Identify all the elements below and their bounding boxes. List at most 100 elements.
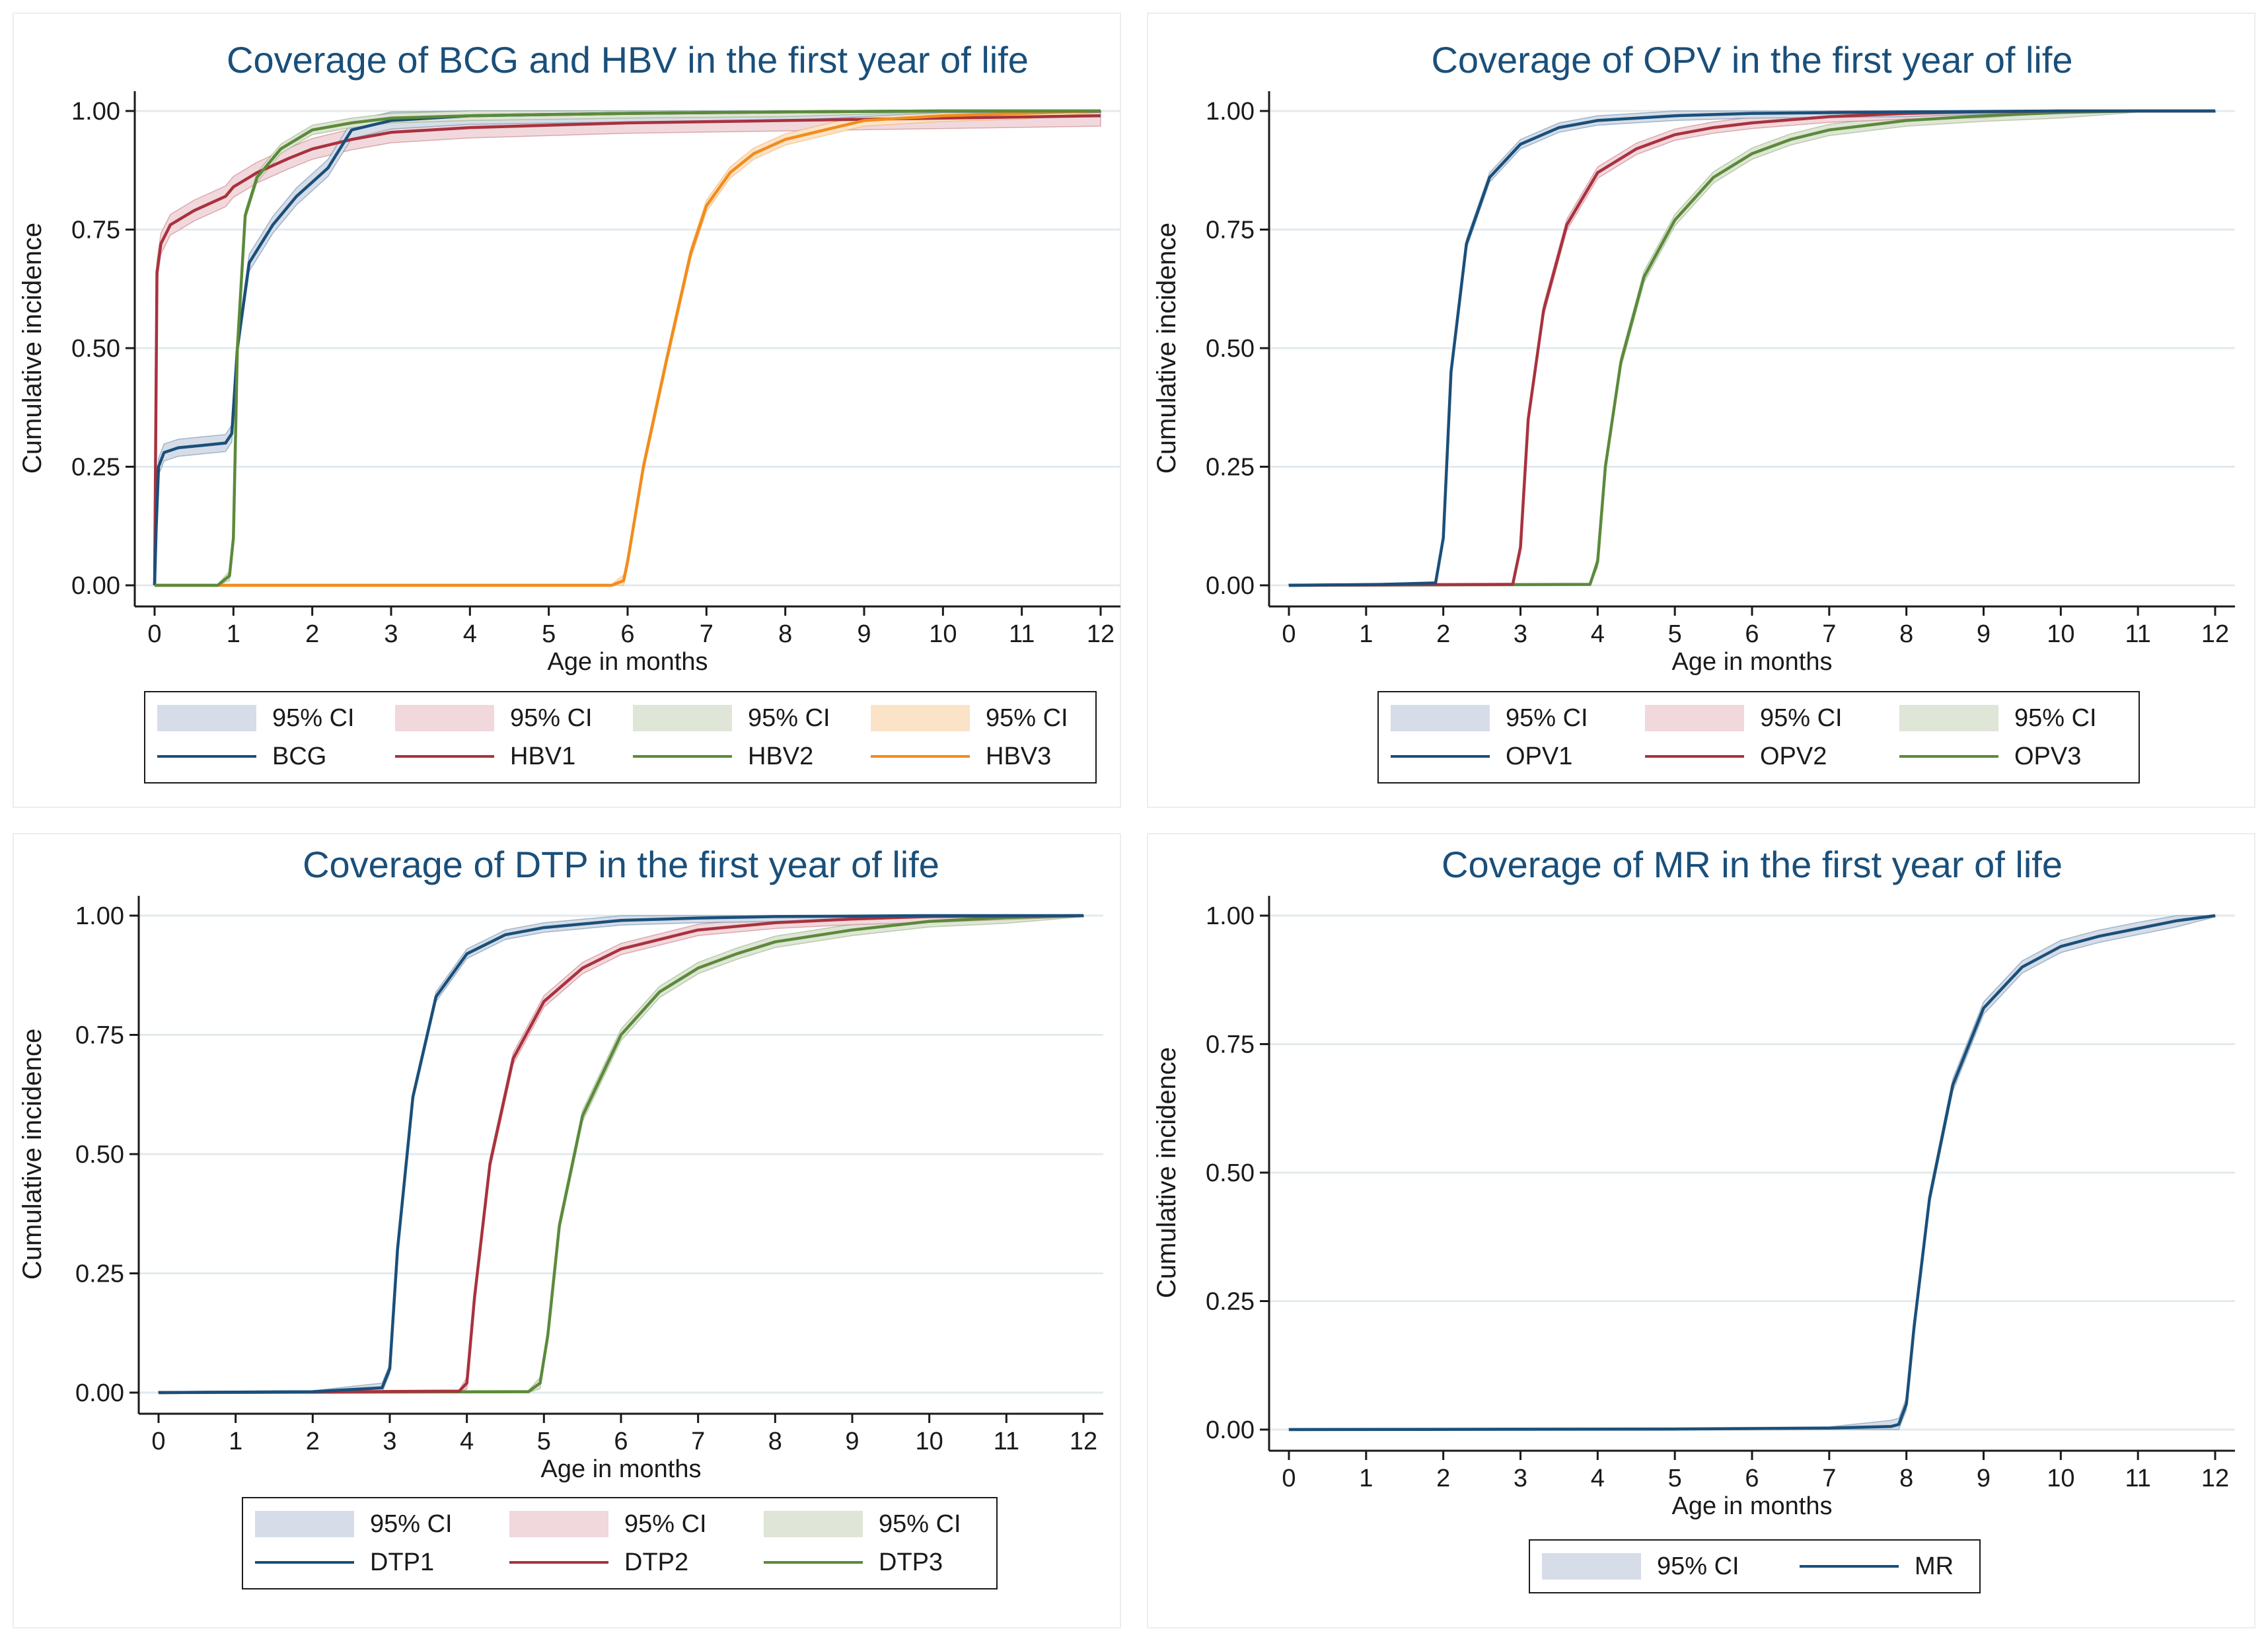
series-line-hbv1 [153,114,1101,586]
x-tick-label: 6 [1745,1465,1759,1492]
legend-item: 95% CI [157,700,355,736]
legend-line-swatch [633,755,732,758]
x-tick-label: 12 [2201,620,2229,648]
x-axis-title: Age in months [1672,648,1833,676]
legend-line-swatch [764,1561,863,1564]
legend-label: 95% CI [986,704,1068,732]
y-tick-label: 0.75 [71,217,120,244]
legend-line-swatch [1391,755,1490,758]
x-tick-label: 11 [1009,620,1035,648]
x-axis-title: Age in months [1672,1492,1833,1520]
x-tick-label: 4 [463,620,477,648]
legend-item: 95% CI [1899,700,2097,736]
legend-label: 95% CI [1657,1552,1739,1580]
legend-label: BCG [272,742,327,770]
x-tick-label: 7 [700,620,713,648]
legend-item: 95% CI [871,700,1068,736]
y-tick-label: 0.50 [1206,335,1255,363]
chart-panel-bcg-hbv: Coverage of BCG and HBV in the first yea… [0,0,1134,821]
x-tick-label: 3 [1514,1465,1527,1492]
y-tick-label: 0.00 [1206,1416,1255,1444]
legend-item: HBV2 [633,739,813,774]
panel-frame [1147,13,2255,808]
x-tick-label: 3 [384,620,398,648]
panel-frame [13,833,1121,1628]
legend-item: 95% CI [1542,1549,1739,1584]
legend-ci-swatch [509,1511,608,1537]
series-line-opv3 [1288,109,2215,587]
x-tick-label: 2 [305,620,319,648]
y-tick-label: 0.50 [1206,1159,1255,1187]
x-tick-label: 4 [1591,1465,1605,1492]
series-line-opv1 [1288,109,2215,587]
legend-item: 95% CI [633,700,830,736]
legend-ci-swatch [157,705,256,731]
x-tick-label: 8 [768,1428,782,1455]
x-tick-label: 6 [614,1428,628,1455]
legend-item: 95% CI [255,1506,453,1542]
legend-item: 95% CI [1645,700,1843,736]
legend-label: 95% CI [879,1510,961,1538]
x-tick-label: 10 [2047,1465,2074,1492]
y-tick-label: 0.75 [75,1022,124,1050]
x-tick-label: 11 [994,1428,1019,1455]
legend-ci-swatch [255,1511,354,1537]
x-tick-label: 11 [2125,620,2150,648]
x-tick-label: 9 [857,620,871,648]
ci-band-hbv1 [154,110,1101,586]
x-tick-label: 5 [1668,1465,1682,1492]
y-tick-label: 0.50 [75,1141,124,1169]
legend-ci-swatch [871,705,970,731]
chart-panel-dtp: Coverage of DTP in the first year of lif… [0,821,1134,1641]
legend-item: 95% CI [509,1506,707,1542]
legend: 95% CI 95% CI 95% CI DTP1 DTP2 DTP3 [242,1497,998,1589]
chart-svg: Coverage of BCG and HBV in the first yea… [13,13,1121,808]
legend-line-swatch [255,1561,354,1564]
y-tick-label: 0.25 [1206,1288,1255,1316]
legend-line-swatch [1645,755,1744,758]
x-tick-label: 2 [306,1428,320,1455]
legend-line-swatch [871,755,970,758]
y-tick-label: 0.25 [1206,454,1255,482]
legend-line-swatch [395,755,494,758]
x-tick-label: 1 [227,620,240,648]
legend-ci-swatch [395,705,494,731]
legend-label: 95% CI [272,704,355,732]
legend-label: DTP3 [879,1548,943,1576]
legend: 95% CI 95% CI 95% CI OPV1 OPV2 OPV3 [1377,691,2140,784]
y-tick-label: 0.75 [1206,1031,1255,1059]
x-tick-label: 9 [1977,620,1991,648]
legend: 95% CI MR [1529,1539,1981,1593]
x-tick-label: 4 [460,1428,474,1455]
x-tick-label: 12 [2201,1465,2229,1492]
x-tick-label: 10 [929,620,957,648]
legend-item: HBV3 [871,739,1051,774]
x-tick-label: 0 [147,620,161,648]
chart-title: Coverage of DTP in the first year of lif… [303,844,939,885]
chart-svg: Coverage of MR in the first year of life… [1147,833,2255,1628]
x-tick-label: 8 [1899,1465,1913,1492]
legend-item: OPV3 [1899,739,2081,774]
x-tick-label: 8 [778,620,792,648]
legend-label: 95% CI [510,704,593,732]
series-line-hbv3 [155,109,1101,587]
x-tick-label: 7 [1822,1465,1836,1492]
series-line-dtp2 [158,914,1084,1395]
legend-ci-swatch [633,705,732,731]
x-tick-label: 5 [537,1428,551,1455]
chart-svg: Coverage of OPV in the first year of lif… [1147,13,2255,808]
x-tick-label: 10 [2047,620,2074,648]
x-tick-label: 0 [1282,620,1296,648]
legend-item: DTP3 [764,1545,943,1580]
legend-label: OPV1 [1506,742,1573,770]
y-tick-label: 1.00 [71,98,120,126]
legend-item: HBV1 [395,739,575,774]
legend-ci-swatch [1899,705,1998,731]
series-line-dtp1 [158,914,1083,1395]
legend-item: BCG [157,739,326,774]
panel-frame [1147,833,2255,1628]
y-tick-label: 0.25 [75,1260,124,1288]
x-tick-label: 4 [1591,620,1605,648]
legend-label: 95% CI [2014,704,2097,732]
legend-ci-swatch [764,1511,863,1537]
